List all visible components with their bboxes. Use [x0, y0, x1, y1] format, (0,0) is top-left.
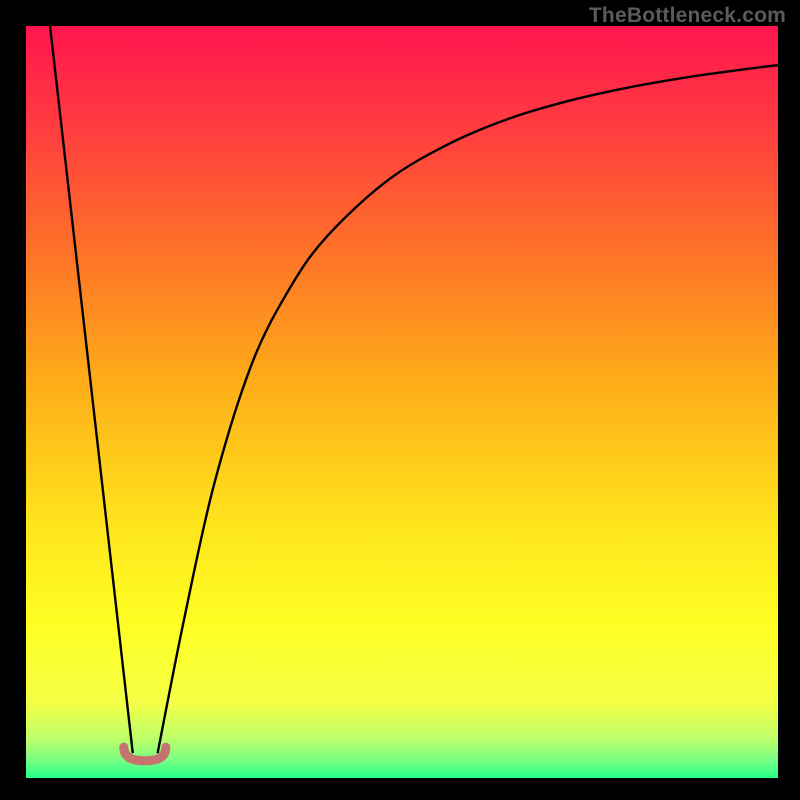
plot-area	[26, 26, 778, 778]
plot-svg	[26, 26, 778, 778]
gradient-background	[26, 26, 778, 778]
watermark-text: TheBottleneck.com	[589, 4, 786, 28]
chart-frame: TheBottleneck.com	[0, 0, 800, 800]
